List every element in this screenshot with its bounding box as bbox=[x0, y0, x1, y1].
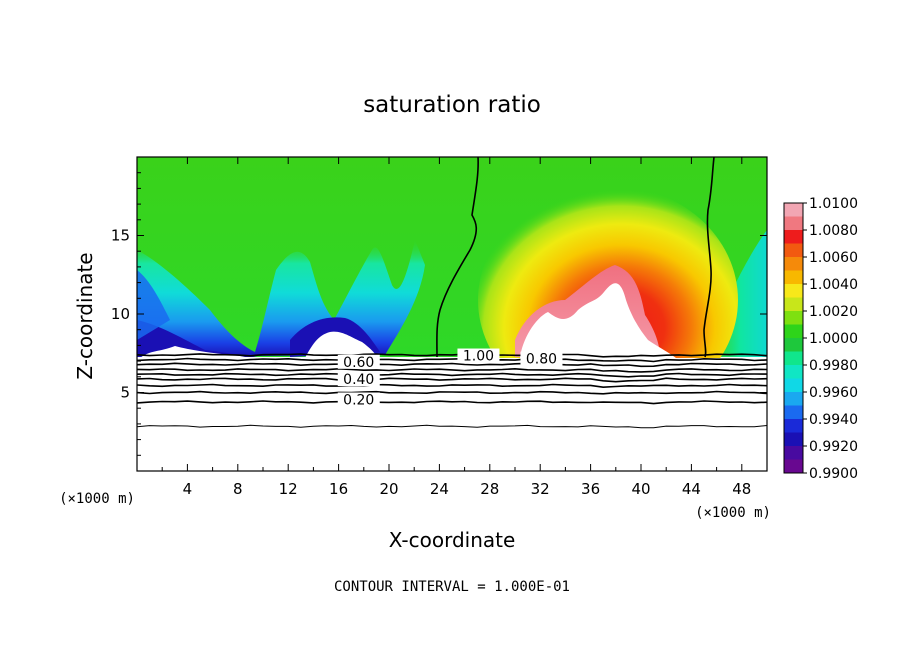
contour-label-bg bbox=[337, 354, 380, 369]
plot-field bbox=[137, 157, 767, 471]
chart-title: saturation ratio bbox=[363, 92, 541, 118]
colorbar-swatch bbox=[784, 284, 803, 298]
contour-line bbox=[137, 383, 767, 389]
left-edge-blue bbox=[137, 270, 170, 340]
colorbar-swatch bbox=[784, 270, 803, 285]
x-tick-label: 24 bbox=[430, 480, 449, 498]
contour-line bbox=[137, 400, 767, 405]
colorbar: 1.0100 1.0080 1.0060 1.0040 1.0020 1.0000 0.99… bbox=[783, 196, 858, 482]
x-tick-label: 20 bbox=[379, 480, 398, 498]
contours-below bbox=[137, 353, 767, 429]
contour-line bbox=[137, 353, 767, 358]
contour-line bbox=[137, 377, 767, 383]
y-tick-label: 5 bbox=[120, 384, 130, 402]
colorbar-swatch bbox=[784, 257, 803, 271]
colorbar-swatch bbox=[784, 216, 803, 231]
y-axis-label: Z-coordinate bbox=[73, 252, 97, 379]
contour-label-bg bbox=[337, 372, 380, 387]
colorbar-label: 1.0060 bbox=[809, 250, 858, 266]
cloud-right bbox=[520, 283, 676, 358]
x-tick-label: 40 bbox=[631, 480, 650, 498]
colorbar-swatch bbox=[784, 405, 803, 420]
contour-1-00-left bbox=[436, 157, 479, 358]
colorbar-swatch bbox=[784, 338, 803, 352]
contour-label: 1.00 bbox=[463, 349, 494, 365]
contour-line bbox=[137, 362, 767, 368]
colorbar-swatch bbox=[784, 351, 803, 366]
colorbar-label: 1.0080 bbox=[809, 223, 858, 239]
lower-region bbox=[137, 358, 767, 471]
contour-label: 0.20 bbox=[343, 392, 374, 408]
x-tick-label: 4 bbox=[183, 480, 193, 498]
colorbar-label: 1.0000 bbox=[809, 331, 858, 347]
x-tick-label: 48 bbox=[732, 480, 751, 498]
colorbar-swatch bbox=[784, 365, 803, 379]
colorbar-label: 0.9960 bbox=[809, 385, 858, 401]
colorbar-swatch bbox=[784, 203, 803, 217]
contour-labels: 1.00 0.80 0.600.40 0.20 bbox=[337, 348, 563, 408]
colorbar-swatch bbox=[784, 446, 803, 460]
x-tick-label: 12 bbox=[279, 480, 298, 498]
contour-line bbox=[137, 357, 767, 363]
colorbar-label: 0.9980 bbox=[809, 358, 858, 374]
colorbar-label: 0.9920 bbox=[809, 439, 858, 455]
colorbar-swatch bbox=[784, 378, 803, 393]
colorbar-swatch bbox=[784, 324, 803, 339]
x-tick-label: 28 bbox=[480, 480, 499, 498]
left-deep-blue bbox=[137, 320, 258, 357]
colorbar-label: 1.0020 bbox=[809, 304, 858, 320]
colorbar-swatch bbox=[784, 297, 803, 312]
colorbar-swatch bbox=[784, 243, 803, 258]
y-tick-label: 15 bbox=[111, 227, 130, 245]
colorbar-label: 0.9900 bbox=[809, 466, 858, 482]
cloud-mid bbox=[305, 331, 378, 358]
contour-label: 0.80 bbox=[526, 352, 557, 368]
contour-line bbox=[137, 367, 767, 373]
colorbar-label: 1.0100 bbox=[809, 196, 858, 212]
x-axis: 4 8 12 16 20 24 28 32 36 40 44 48 bbox=[161, 157, 751, 498]
contour-interval-note: CONTOUR INTERVAL = 1.000E-01 bbox=[334, 579, 570, 595]
x-tick-label: 32 bbox=[531, 480, 550, 498]
x-unit-right: (×1000 m) bbox=[695, 505, 771, 521]
colorbar-swatch bbox=[784, 311, 803, 325]
contour-label-bg bbox=[457, 348, 500, 363]
contour-1-00-right bbox=[703, 157, 715, 358]
x-tick-label: 36 bbox=[581, 480, 600, 498]
contour-label: 0.40 bbox=[343, 372, 374, 388]
colorbar-label: 0.9940 bbox=[809, 412, 858, 428]
x-tick-label: 44 bbox=[682, 480, 701, 498]
contour-line bbox=[137, 424, 767, 429]
contour-line bbox=[137, 372, 767, 378]
y-axis: 5 10 15 bbox=[111, 172, 767, 456]
colorbar-swatch bbox=[784, 392, 803, 406]
colorbar-swatch bbox=[784, 419, 803, 433]
colorbar-swatch bbox=[784, 459, 803, 474]
contour-label-bg bbox=[520, 351, 563, 366]
contour-label: 0.60 bbox=[343, 355, 374, 371]
colorbar-swatch bbox=[784, 432, 803, 447]
x-unit-left: (×1000 m) bbox=[59, 491, 135, 507]
x-axis-label: X-coordinate bbox=[389, 528, 516, 552]
x-tick-label: 16 bbox=[329, 480, 348, 498]
contour-label-bg bbox=[337, 392, 380, 407]
y-tick-label: 10 bbox=[111, 305, 130, 323]
contour-line bbox=[137, 390, 767, 395]
colorbar-label: 1.0040 bbox=[809, 277, 858, 293]
colorbar-swatch bbox=[784, 230, 803, 244]
x-tick-label: 8 bbox=[233, 480, 243, 498]
